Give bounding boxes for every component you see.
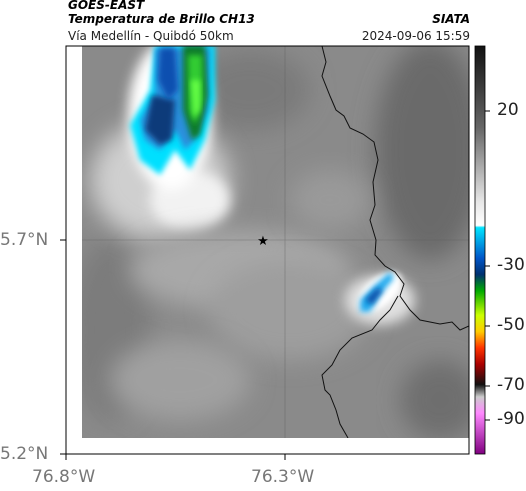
colorbar-label-minus90: -90 xyxy=(497,409,525,429)
colorbar xyxy=(474,45,486,455)
lat-label-5.7: 5.7°N xyxy=(0,230,49,250)
datetime-label: 2024-09-06 15:59 xyxy=(361,29,470,43)
colorbar-label-20: 20 xyxy=(497,100,519,120)
colorbar-label-minus50: -50 xyxy=(497,315,525,335)
route-subtitle: Vía Medellín - Quibdó 50km xyxy=(68,29,234,43)
map-frame xyxy=(65,45,470,455)
colorbar-label-minus30: -30 xyxy=(497,255,525,275)
lon-label-76.8: 76.8°W xyxy=(32,467,96,487)
gridlines xyxy=(82,46,469,438)
colorbar-ticks xyxy=(485,110,490,421)
lat-label-5.2: 5.2°N xyxy=(0,444,49,464)
border-lines xyxy=(321,46,469,438)
brightness-temperature-field xyxy=(82,46,469,438)
star-icon: ★ xyxy=(257,234,269,249)
satellite-title: GOES-EAST xyxy=(68,0,145,12)
agency-label: SIATA xyxy=(432,12,470,26)
colorbar-label-minus70: -70 xyxy=(497,375,525,395)
lon-label-76.3: 76.3°W xyxy=(251,467,315,487)
product-title: Temperatura de Brillo CH13 xyxy=(68,12,255,26)
axis-ticks xyxy=(60,239,286,460)
